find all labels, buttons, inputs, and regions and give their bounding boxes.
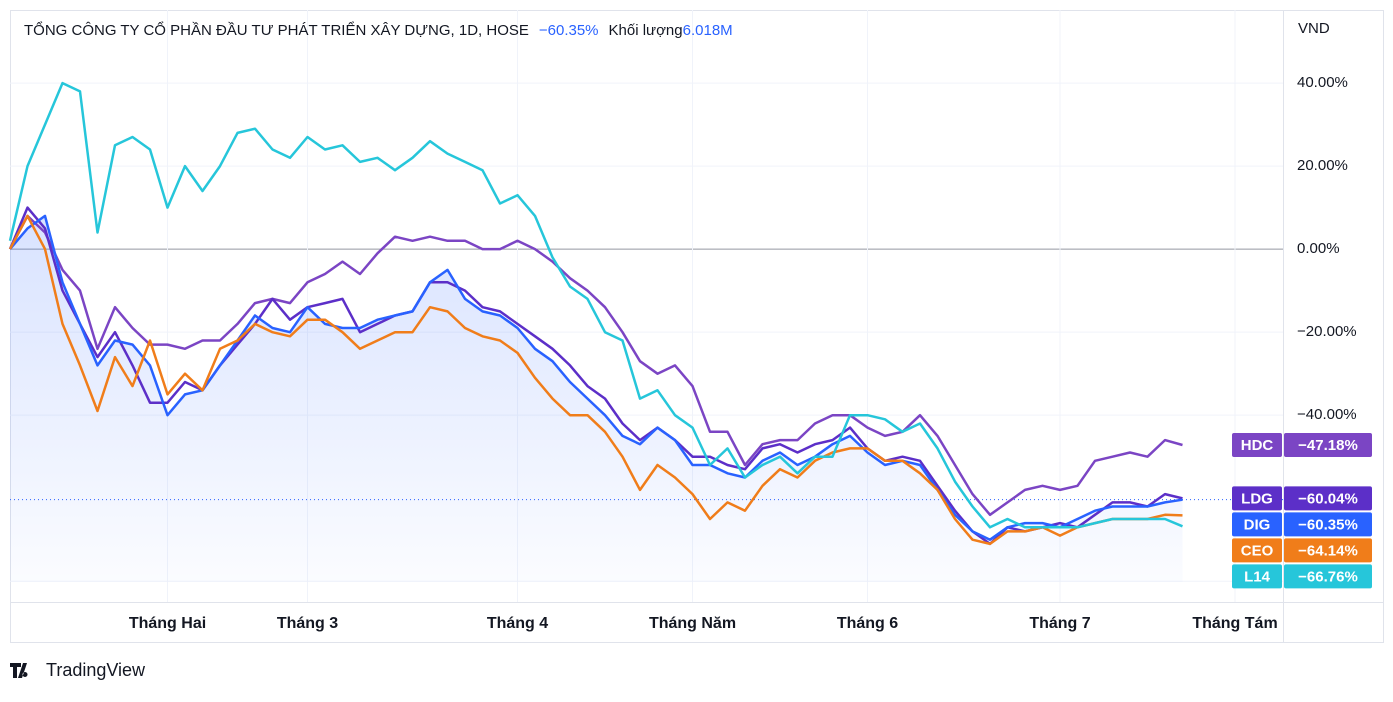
- y-tick-label: 20.00%: [1297, 157, 1348, 174]
- y-tick-label: 40.00%: [1297, 74, 1348, 91]
- x-tick-label: Tháng Hai: [129, 615, 206, 632]
- badge-value-box: [1284, 432, 1372, 457]
- x-tick-label: Tháng Năm: [649, 615, 736, 632]
- volume-label: Khối lượng: [609, 22, 683, 39]
- badge-value-box: [1284, 512, 1372, 537]
- x-tick-label: Tháng 6: [837, 615, 898, 632]
- y-unit: VND: [1298, 20, 1330, 37]
- y-tick-label: 0.00%: [1297, 240, 1340, 257]
- badge-value: −64.14%: [1298, 542, 1358, 559]
- area: [10, 215, 1183, 583]
- y-tick-label: −40.00%: [1297, 406, 1357, 423]
- y-tick-label: −20.00%: [1297, 323, 1357, 340]
- badge-name-box: [1232, 432, 1282, 457]
- x-tick-label: Tháng 7: [1029, 615, 1090, 632]
- end-badge: LDG−60.04%LDG: [1232, 486, 1372, 511]
- end-badge: HDC−47.18%HDC: [1232, 432, 1372, 457]
- volume-value: 6.018M: [683, 22, 733, 39]
- series-line: [8, 214, 1183, 546]
- badge-value: −47.18%: [1298, 437, 1358, 454]
- badge-name: L14: [1244, 568, 1271, 585]
- badge-name-box: [1232, 538, 1282, 563]
- badge-name: DIG: [1244, 516, 1271, 533]
- badge-value: −66.76%: [1298, 568, 1358, 585]
- badge-name-box: [1232, 564, 1282, 589]
- badge-name-box: [1232, 486, 1282, 511]
- badge-value-box: [1284, 538, 1372, 563]
- series-line: [8, 81, 1183, 529]
- badge-name: LDG: [1241, 490, 1273, 507]
- x-tick-label: Tháng Tám: [1192, 615, 1277, 632]
- badge-value-box: [1284, 486, 1372, 511]
- x-tick-label: Tháng 3: [277, 615, 338, 632]
- badge-name: CEO: [1241, 542, 1274, 559]
- badge-name-box: [1232, 512, 1282, 537]
- x-tick-label: Tháng 4: [487, 615, 548, 632]
- end-badge: DIG−60.35%DIG: [1232, 512, 1372, 537]
- chart-title: TỔNG CÔNG TY CỔ PHẦN ĐẦU TƯ PHÁT TRIỂN X…: [24, 21, 529, 39]
- end-badge: L14−66.76%L14: [1232, 564, 1372, 589]
- badge-value: −60.35%: [1298, 516, 1358, 533]
- logo: TradingView: [10, 660, 146, 680]
- badge-value: −60.04%: [1298, 490, 1358, 507]
- change: −60.35%: [539, 22, 599, 39]
- series-line: [8, 214, 1183, 517]
- end-badge: CEO−64.14%CEO: [1232, 538, 1372, 563]
- badge-name: HDC: [1241, 437, 1274, 454]
- badge-value-box: [1284, 564, 1372, 589]
- brand: TradingView: [46, 660, 146, 680]
